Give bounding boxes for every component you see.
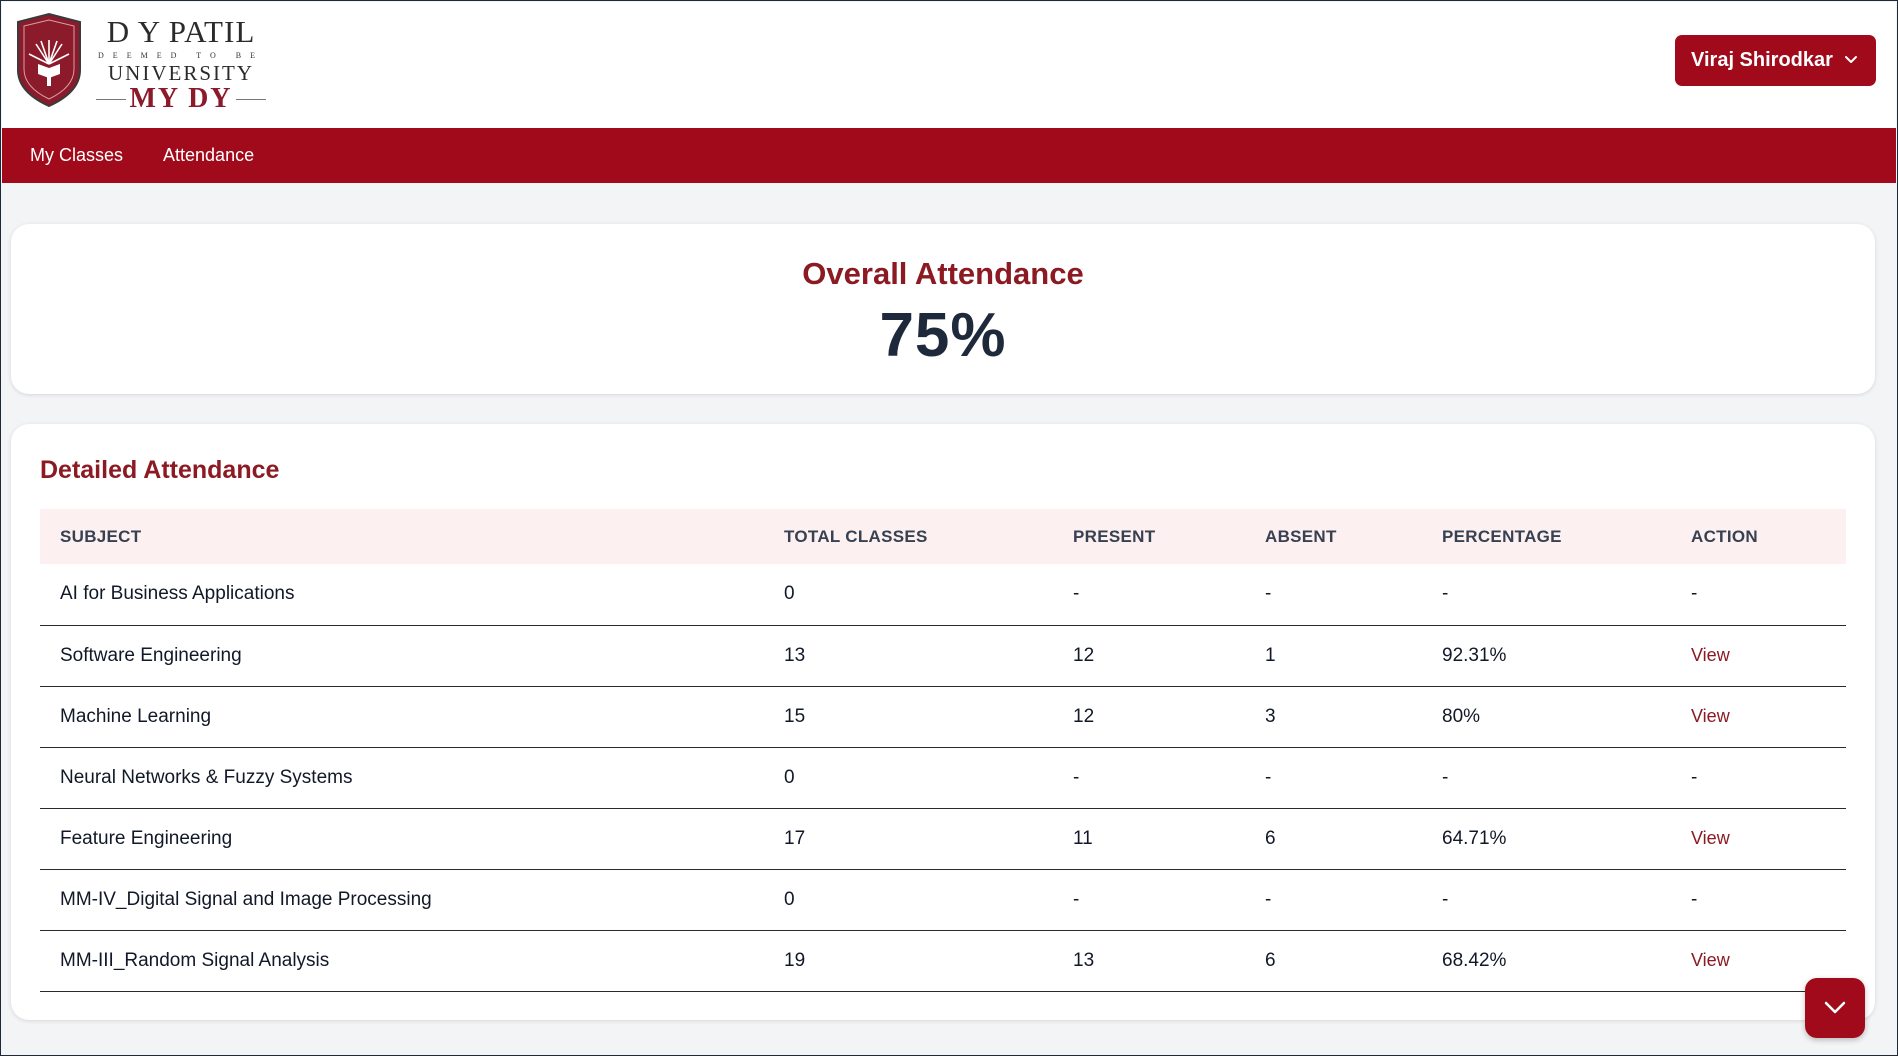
column-header-present: PRESENT: [1073, 526, 1156, 546]
nav-my-classes[interactable]: My Classes: [30, 145, 124, 165]
cell-percentage: 92.31%: [1442, 644, 1507, 666]
view-link[interactable]: View: [1691, 706, 1730, 726]
cell-action: -: [1691, 583, 1698, 605]
cell-absent: 3: [1265, 705, 1276, 727]
detailed-attendance-title: Detailed Attendance: [40, 456, 280, 484]
overall-attendance-title: Overall Attendance: [802, 256, 1084, 291]
cell-present: 11: [1073, 827, 1093, 849]
cell-action: -: [1691, 766, 1698, 788]
cell-present: -: [1073, 766, 1080, 788]
cell-subject: MM-IV_Digital Signal and Image Processin…: [60, 888, 432, 910]
cell-absent: 6: [1265, 827, 1276, 849]
cell-percentage: -: [1442, 766, 1449, 788]
cell-total-classes: 17: [784, 827, 806, 849]
cell-subject: Neural Networks & Fuzzy Systems: [60, 766, 353, 788]
cell-present: -: [1073, 888, 1080, 910]
overall-attendance-value: 75%: [879, 301, 1007, 370]
detailed-attendance-card: Detailed Attendance SUBJECT TOTAL CLASSE…: [11, 424, 1875, 1020]
cell-present: 12: [1073, 705, 1095, 727]
column-header-subject: SUBJECT: [60, 526, 142, 546]
column-header-action: ACTION: [1691, 526, 1758, 546]
table-header-row: SUBJECT TOTAL CLASSES PRESENT ABSENT PER…: [40, 509, 1846, 564]
cell-absent: 1: [1265, 644, 1276, 666]
logo-divider-right: [236, 99, 266, 100]
cell-total-classes: 0: [784, 766, 795, 788]
table-row: MM-III_Random Signal Analysis 19 13 6 68…: [40, 930, 1846, 991]
column-header-total-classes: TOTAL CLASSES: [784, 526, 928, 546]
logo-portal-name: MY DY: [129, 83, 233, 114]
main-nav: My Classes Attendance: [2, 128, 1896, 183]
cell-present: -: [1073, 583, 1080, 605]
cell-subject: Machine Learning: [60, 705, 212, 727]
view-link[interactable]: View: [1691, 950, 1730, 970]
cell-subject: Software Engineering: [60, 644, 242, 666]
table-row: Feature Engineering 17 11 6 64.71% View: [40, 808, 1846, 869]
cell-present: 12: [1073, 644, 1095, 666]
logo-divider-left: [96, 99, 126, 100]
table-row: AI for Business Applications 0 - - - -: [40, 564, 1846, 625]
column-header-percentage: PERCENTAGE: [1442, 526, 1562, 546]
cell-percentage: 68.42%: [1442, 949, 1507, 971]
overall-attendance-card: Overall Attendance 75%: [11, 224, 1875, 394]
cell-total-classes: 19: [784, 949, 806, 971]
cell-percentage: -: [1442, 583, 1449, 605]
cell-subject: AI for Business Applications: [60, 583, 295, 605]
cell-absent: 6: [1265, 949, 1276, 971]
chevron-down-icon: [1845, 56, 1857, 63]
table-row: Software Engineering 13 12 1 92.31% View: [40, 625, 1846, 686]
nav-attendance[interactable]: Attendance: [163, 145, 255, 165]
chevron-down-icon: [1824, 1001, 1846, 1014]
shield-crest-icon: [17, 12, 81, 108]
cell-total-classes: 0: [784, 583, 795, 605]
view-link[interactable]: View: [1691, 828, 1730, 848]
logo-portal-row: MY DY: [96, 84, 266, 114]
logo-text: D Y PATIL DEEMED TO BE UNIVERSITY MY DY: [96, 14, 266, 114]
logo-university: UNIVERSITY: [108, 61, 254, 85]
cell-action: -: [1691, 888, 1698, 910]
table-row: MM-IV_Digital Signal and Image Processin…: [40, 869, 1846, 930]
cell-subject: Feature Engineering: [60, 827, 233, 849]
cell-present: 13: [1073, 949, 1095, 971]
cell-subject: MM-III_Random Signal Analysis: [60, 949, 330, 971]
user-name: Viraj Shirodkar: [1691, 49, 1833, 71]
cell-absent: -: [1265, 766, 1272, 788]
cell-total-classes: 15: [784, 705, 806, 727]
top-header: D Y PATIL DEEMED TO BE UNIVERSITY MY DY …: [2, 2, 1896, 128]
logo-deemed: DEEMED TO BE: [98, 51, 264, 60]
cell-absent: -: [1265, 583, 1272, 605]
attendance-table: SUBJECT TOTAL CLASSES PRESENT ABSENT PER…: [40, 509, 1846, 992]
table-row: Machine Learning 15 12 3 80% View: [40, 686, 1846, 747]
scroll-down-button[interactable]: [1805, 978, 1865, 1038]
view-link[interactable]: View: [1691, 645, 1730, 665]
cell-percentage: -: [1442, 888, 1449, 910]
cell-total-classes: 13: [784, 644, 806, 666]
cell-percentage: 80%: [1442, 705, 1481, 727]
table-row: Neural Networks & Fuzzy Systems 0 - - - …: [40, 747, 1846, 808]
column-header-absent: ABSENT: [1265, 526, 1337, 546]
university-logo[interactable]: D Y PATIL DEEMED TO BE UNIVERSITY MY DY: [14, 12, 266, 114]
cell-percentage: 64.71%: [1442, 827, 1507, 849]
cell-total-classes: 0: [784, 888, 795, 910]
logo-title: D Y PATIL: [106, 14, 256, 49]
cell-absent: -: [1265, 888, 1272, 910]
user-menu-button[interactable]: Viraj Shirodkar: [1675, 35, 1876, 86]
